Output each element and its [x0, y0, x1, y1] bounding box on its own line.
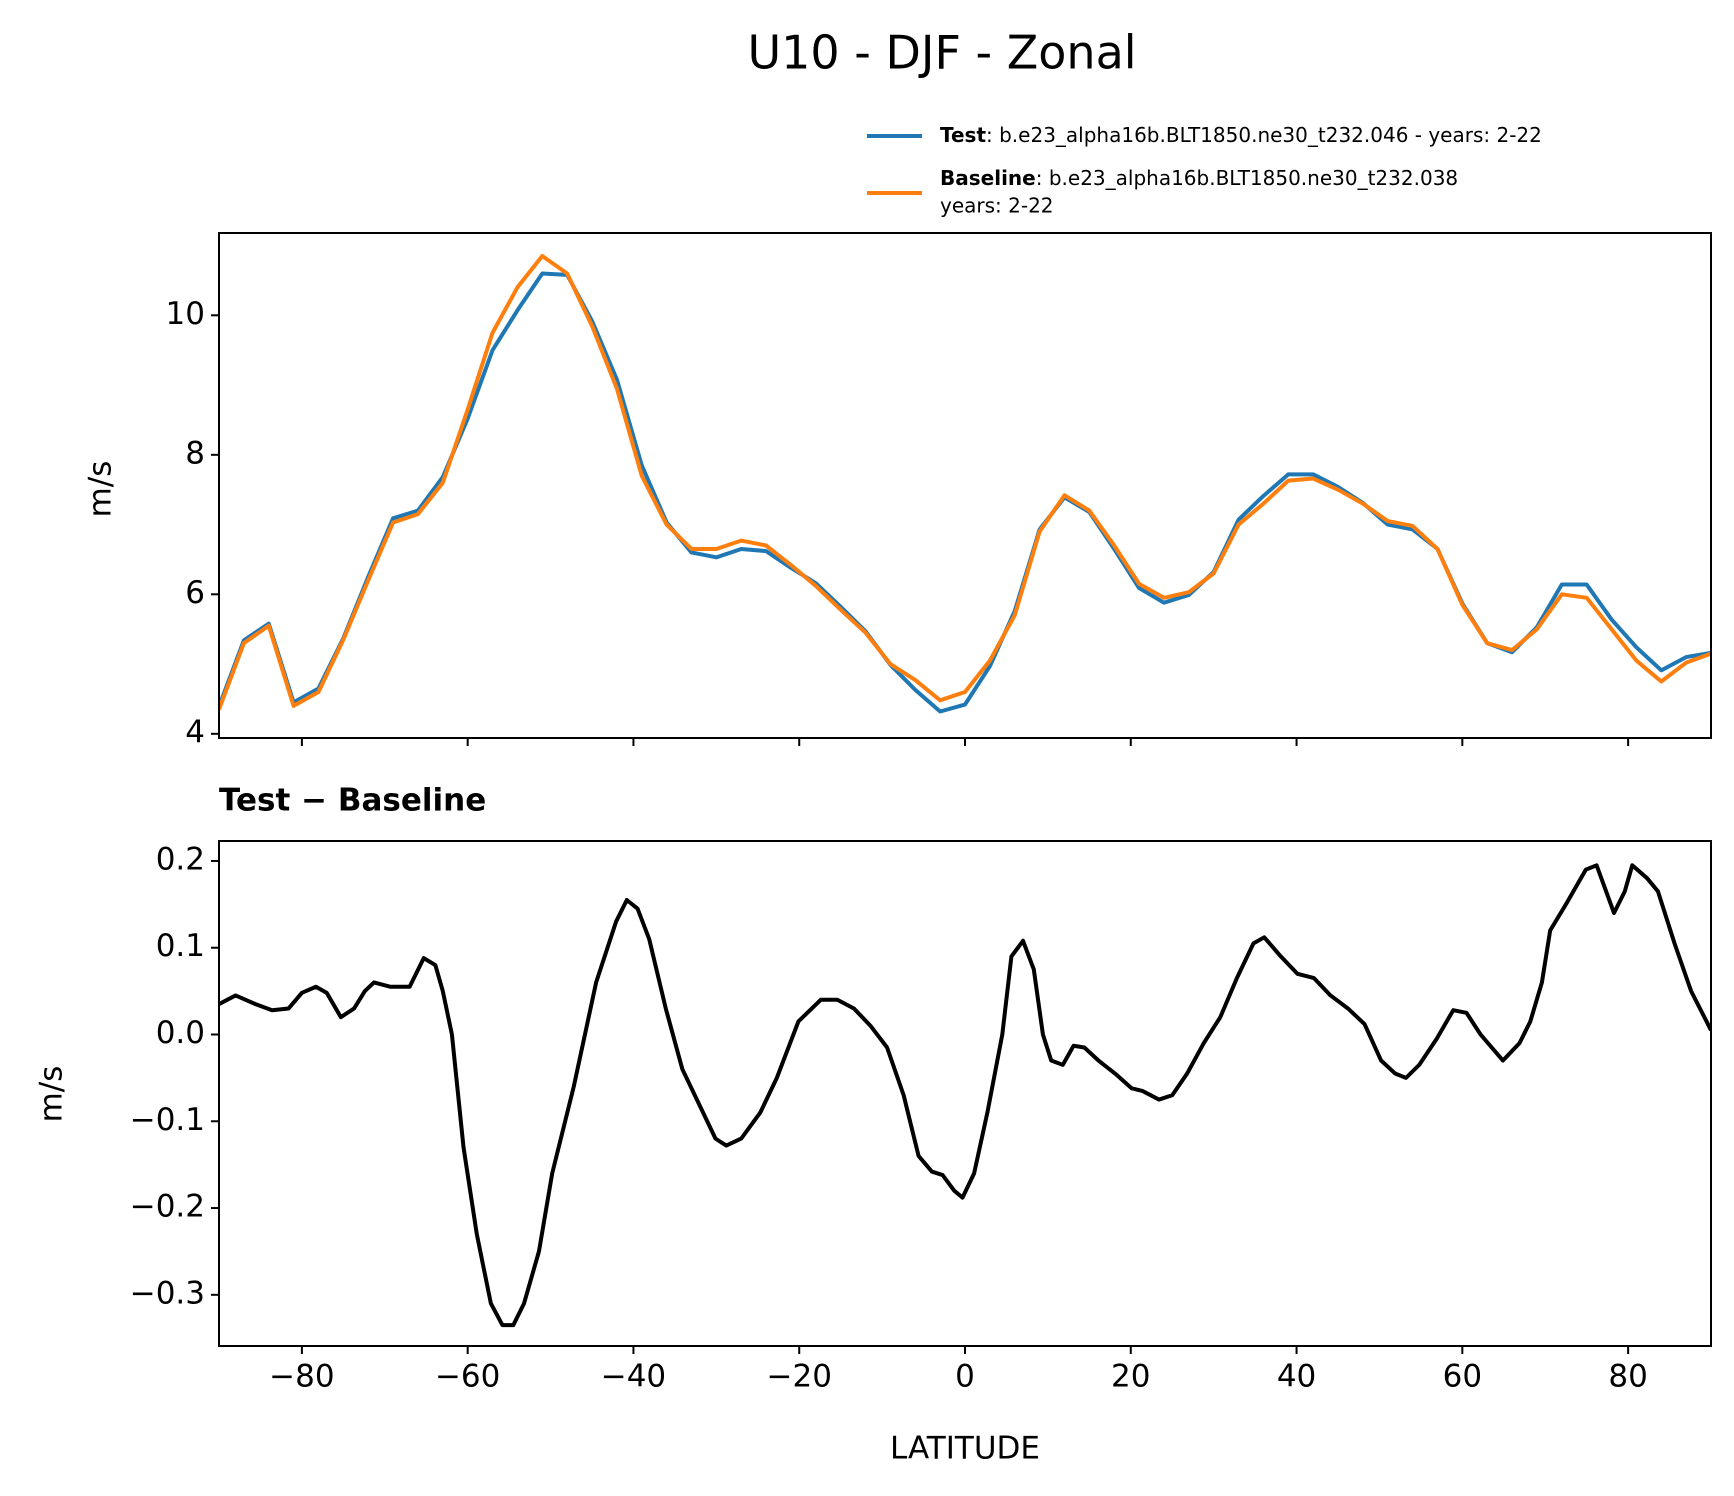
y-tick-label: 6 — [185, 575, 205, 611]
x-tick-label: 40 — [1277, 1359, 1316, 1395]
plot-area — [219, 254, 1711, 714]
y-axis-label: m/s — [34, 1066, 70, 1123]
x-tick-label: −80 — [269, 1359, 334, 1395]
y-tick-label: 0.2 — [156, 841, 205, 877]
y-tick-label: −0.3 — [130, 1275, 205, 1311]
y-tick-label: −0.1 — [130, 1102, 205, 1138]
legend-detail: : b.e23_alpha16b.BLT1850.ne30_t232.046 -… — [986, 123, 1542, 147]
legend-label: Baseline: b.e23_alpha16b.BLT1850.ne30_t2… — [940, 166, 1458, 190]
chart-title: U10 - DJF - Zonal — [747, 26, 1136, 80]
x-tick-label: 0 — [955, 1359, 975, 1395]
legend-name: Baseline — [940, 166, 1036, 190]
y-tick-label: 0.1 — [156, 928, 205, 964]
y-axis-label: m/s — [83, 461, 119, 518]
data-line — [219, 254, 1711, 711]
data-line — [219, 271, 1711, 714]
y-tick-label: 0.0 — [156, 1015, 205, 1051]
y-tick-label: −0.2 — [130, 1189, 205, 1225]
legend-detail: years: 2-22 — [940, 194, 1054, 218]
legend-detail: : b.e23_alpha16b.BLT1850.ne30_t232.038 — [1036, 166, 1458, 190]
x-tick-label: 20 — [1111, 1359, 1150, 1395]
x-tick-label: −20 — [767, 1359, 832, 1395]
x-tick-label: 80 — [1608, 1359, 1647, 1395]
x-axis-label: LATITUDE — [890, 1431, 1040, 1467]
x-tick-label: 60 — [1443, 1359, 1482, 1395]
y-tick-label: 8 — [185, 435, 205, 471]
y-tick-label: 10 — [166, 296, 205, 332]
axes-frame — [218, 840, 1712, 1347]
subplot-title: Test − Baseline — [219, 783, 486, 819]
x-tick-label: −60 — [435, 1359, 500, 1395]
legend-name: Test — [940, 123, 986, 147]
legend-label: Test: b.e23_alpha16b.BLT1850.ne30_t232.0… — [940, 123, 1542, 147]
plot-area — [219, 863, 1711, 1328]
axes-frame — [218, 232, 1712, 739]
y-tick-label: 4 — [185, 714, 205, 750]
x-tick-label: −40 — [601, 1359, 666, 1395]
data-line — [219, 863, 1711, 1328]
